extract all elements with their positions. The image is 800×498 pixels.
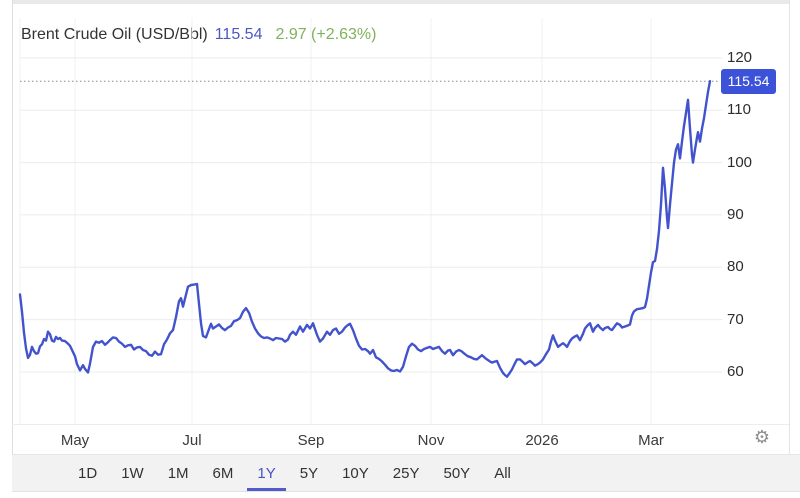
- range-button-1d[interactable]: 1D: [78, 464, 98, 482]
- y-axis-label-80: 80: [727, 258, 744, 275]
- price-chart-plot-area[interactable]: [0, 0, 800, 455]
- range-button-10y[interactable]: 10Y: [342, 464, 369, 482]
- range-button-50y[interactable]: 50Y: [443, 464, 471, 482]
- widget-top-edge: [12, 0, 789, 4]
- range-button-1y[interactable]: 1Y: [247, 455, 286, 491]
- widget-right-border: [789, 0, 790, 455]
- y-axis-label-120: 120: [727, 49, 753, 66]
- y-axis-label-70: 70: [727, 311, 744, 328]
- y-axis-label-60: 60: [727, 363, 744, 380]
- range-button-1m[interactable]: 1M: [167, 464, 189, 482]
- range-toolbar: 1D 1W 1M 6M 1Y 5Y 10Y 25Y 50Y All: [12, 454, 800, 492]
- range-button-6m[interactable]: 6M: [212, 464, 234, 482]
- range-button-all[interactable]: All: [494, 464, 511, 482]
- price-line-series: [18, 80, 712, 378]
- x-axis-label-mar: Mar: [638, 432, 664, 449]
- x-axis-label-sep: Sep: [297, 432, 325, 449]
- settings-gear-icon[interactable]: ⚙: [753, 427, 771, 447]
- price-change-value: 2.97 (+2.63%): [275, 26, 377, 43]
- range-button-1w[interactable]: 1W: [121, 464, 144, 482]
- x-axis-label-nov: Nov: [417, 432, 445, 449]
- range-button-5y[interactable]: 5Y: [299, 464, 319, 482]
- plot-bottom-border: [12, 424, 789, 425]
- y-axis-label-90: 90: [727, 206, 744, 223]
- y-axis-label-100: 100: [727, 154, 753, 171]
- y-axis-label-110: 110: [727, 101, 751, 118]
- widget-left-border: [12, 0, 13, 492]
- instrument-title: Brent Crude Oil (USD/Bbl): [21, 26, 208, 43]
- x-axis-label-2026: 2026: [525, 432, 559, 449]
- current-price-badge: 115.54: [721, 69, 776, 94]
- chart-header: Brent Crude Oil (USD/Bbl) 115.54 2.97 (+…: [21, 26, 376, 46]
- range-button-25y[interactable]: 25Y: [392, 464, 420, 482]
- last-price-value: 115.54: [214, 26, 263, 43]
- x-axis-label-may: May: [60, 432, 90, 449]
- x-axis-label-jul: Jul: [182, 432, 202, 449]
